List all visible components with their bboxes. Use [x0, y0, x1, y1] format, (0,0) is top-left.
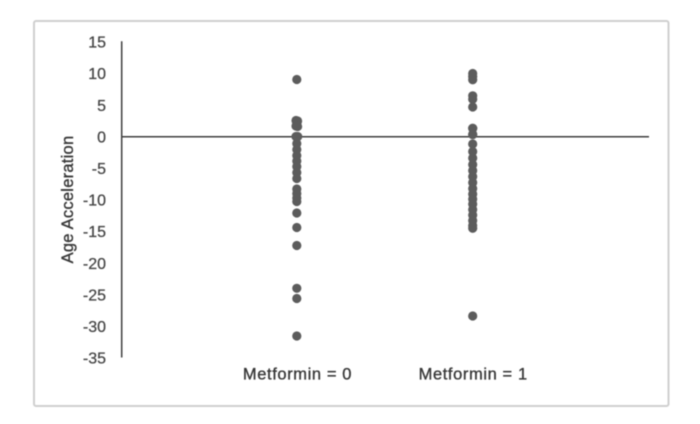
svg-text:Metformin = 1: Metformin = 1: [419, 366, 528, 384]
svg-text:-20: -20: [83, 256, 106, 273]
svg-text:-35: -35: [83, 351, 106, 368]
svg-text:Metformin = 0: Metformin = 0: [243, 366, 352, 384]
svg-text:-30: -30: [83, 319, 106, 336]
svg-text:-25: -25: [83, 288, 106, 305]
svg-text:-5: -5: [92, 161, 106, 178]
svg-text:10: 10: [88, 66, 106, 83]
svg-text:Age Acceleration: Age Acceleration: [59, 136, 77, 264]
svg-text:15: 15: [88, 35, 106, 52]
svg-text:5: 5: [97, 98, 106, 115]
svg-text:0: 0: [97, 129, 106, 146]
svg-text:-10: -10: [83, 193, 106, 210]
svg-text:-15: -15: [83, 224, 106, 241]
